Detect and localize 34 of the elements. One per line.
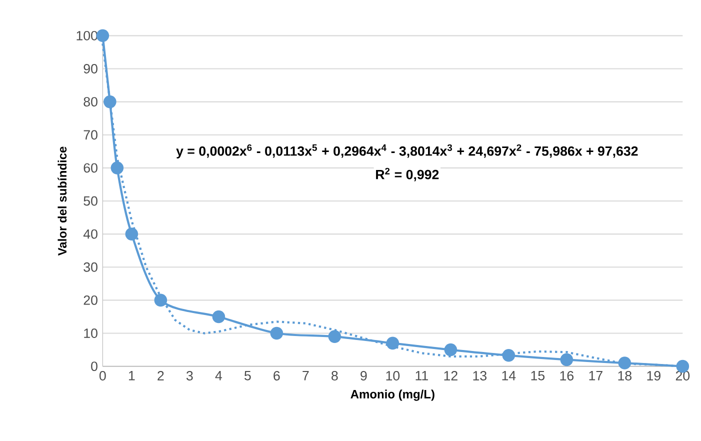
y-tick-label: 80 [84,97,98,107]
x-tick-label: 14 [502,371,516,380]
y-tick-label: 10 [84,328,98,338]
x-tick-label: 9 [360,371,367,380]
y-tick-label: 30 [84,262,98,272]
x-tick-label: 3 [186,371,193,380]
x-tick-label: 19 [647,371,660,380]
x-tick-label: 10 [386,371,400,380]
x-tick-label: 0 [99,371,106,380]
x-tick-label: 5 [244,371,251,380]
x-tick-label: 1 [128,371,135,380]
y-tick-label: 50 [84,196,98,206]
x-tick-label: 7 [302,371,309,380]
x-tick-label: 8 [332,371,338,380]
annotation: R$^{2}$ = 0,992 [376,168,439,182]
y-axis-title: Valor del subíndice [58,146,67,256]
x-tick-label: 12 [444,371,458,380]
x-tick-label: 18 [618,371,632,380]
y-tick-label: 70 [84,130,98,140]
x-tick-label: 11 [416,371,428,380]
x-tick-label: 13 [473,371,486,380]
x-tick-label: 2 [158,371,164,380]
y-tick-label: 40 [83,229,98,239]
x-tick-label: 15 [531,371,545,380]
y-tick-label: 90 [84,64,98,74]
x-axis-title: Amonio (mg/L) [350,390,434,401]
y-tick-label: 20 [84,295,98,305]
y-tick-label: 0 [91,362,98,372]
x-tick-label: 4 [215,371,222,380]
x-tick-label: 6 [274,371,280,380]
text: y = 0,0002x$^{6}$ - 0,0113x$^{5}$ + 0,2964x$^{4}$ - 3,8014x$^{3}$ + 24,697x$^{2}$ - 75,986x + 97,632 [176,144,638,158]
x-tick-label: 16 [560,371,574,380]
y-tick-label: 60 [84,163,98,173]
x-tick-label: 17 [589,371,602,380]
